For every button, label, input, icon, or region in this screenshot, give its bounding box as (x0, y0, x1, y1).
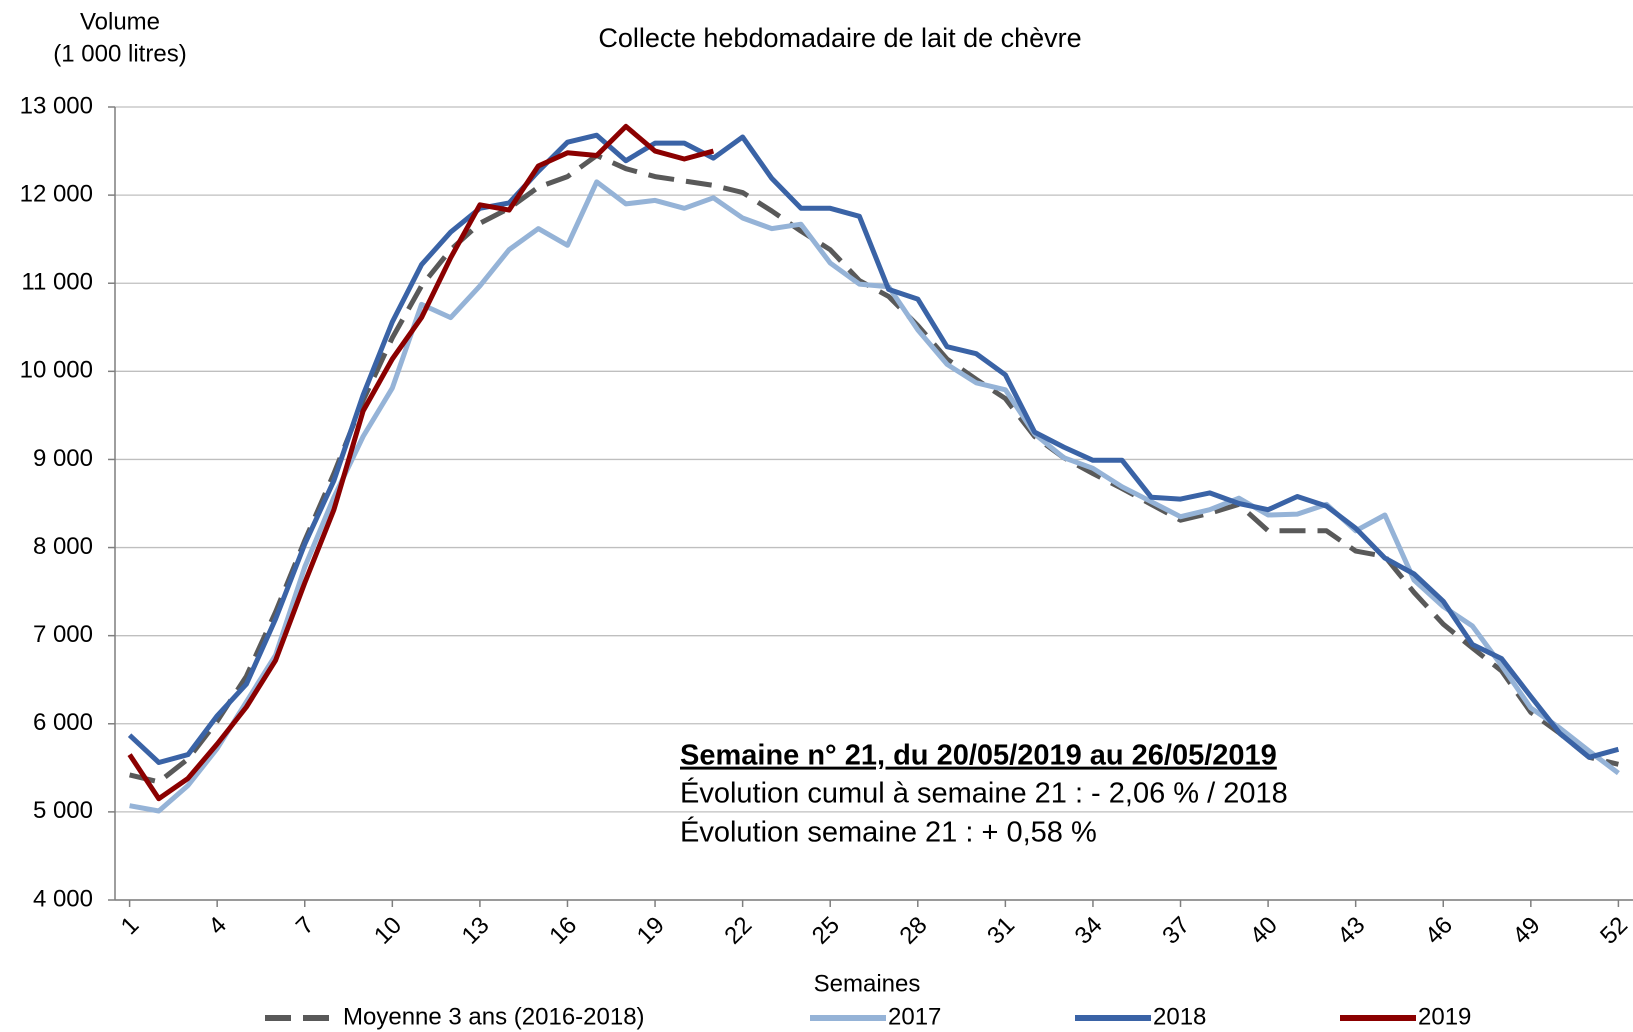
legend-label: Moyenne 3 ans (2016-2018) (343, 1003, 645, 1030)
x-tick-label: 49 (1508, 912, 1546, 950)
x-tick-label: 46 (1420, 912, 1458, 950)
y-tick-label: 13 000 (20, 92, 93, 119)
y-axis-label: (1 000 litres) (53, 40, 186, 67)
series-line (127, 132, 1620, 765)
x-tick-label: 37 (1157, 912, 1195, 950)
x-tick-label: 43 (1332, 912, 1370, 950)
legend-label: 2018 (1153, 1003, 1206, 1030)
y-tick-label: 12 000 (20, 180, 93, 207)
y-tick-label: 8 000 (33, 533, 93, 560)
x-tick-label: 7 (291, 912, 320, 941)
y-tick-label: 4 000 (33, 885, 93, 912)
x-tick-label: 16 (544, 912, 582, 950)
series-line (127, 123, 715, 802)
series-line (129, 179, 1620, 814)
x-tick-label: 13 (457, 912, 495, 950)
x-tick-label: 52 (1595, 912, 1633, 950)
y-tick-label: 7 000 (33, 621, 93, 648)
chart-title: Collecte hebdomadaire de lait de chèvre (598, 23, 1081, 53)
y-tick-label: 5 000 (33, 797, 93, 824)
x-tick-label: 4 (203, 912, 232, 941)
y-tick-label: 6 000 (33, 709, 93, 736)
y-axis-label: Volume (80, 8, 160, 35)
x-axis-label: Semaines (814, 970, 921, 997)
y-tick-label: 9 000 (33, 445, 93, 472)
x-tick-label: 19 (632, 912, 670, 950)
y-tick-label: 10 000 (20, 357, 93, 384)
annotation-heading: Semaine n° 21, du 20/05/2019 au 26/05/20… (680, 740, 1277, 772)
annotation: Évolution semaine 21 : + 0,58 % (680, 816, 1097, 849)
annotation: Évolution cumul à semaine 21 : - 2,06 % … (680, 777, 1288, 810)
x-tick-label: 10 (369, 912, 407, 950)
legend-label: 2019 (1418, 1003, 1471, 1030)
x-tick-label: 40 (1245, 912, 1283, 950)
x-tick-label: 31 (982, 912, 1020, 950)
x-tick-label: 22 (719, 912, 757, 950)
y-tick-label: 11 000 (21, 269, 93, 296)
x-tick-label: 25 (807, 912, 845, 950)
x-tick-label: 28 (895, 912, 933, 950)
legend-label: 2017 (888, 1003, 941, 1030)
series-line (129, 153, 1619, 785)
x-tick-label: 34 (1070, 912, 1108, 950)
x-tick-label: 1 (116, 912, 145, 941)
